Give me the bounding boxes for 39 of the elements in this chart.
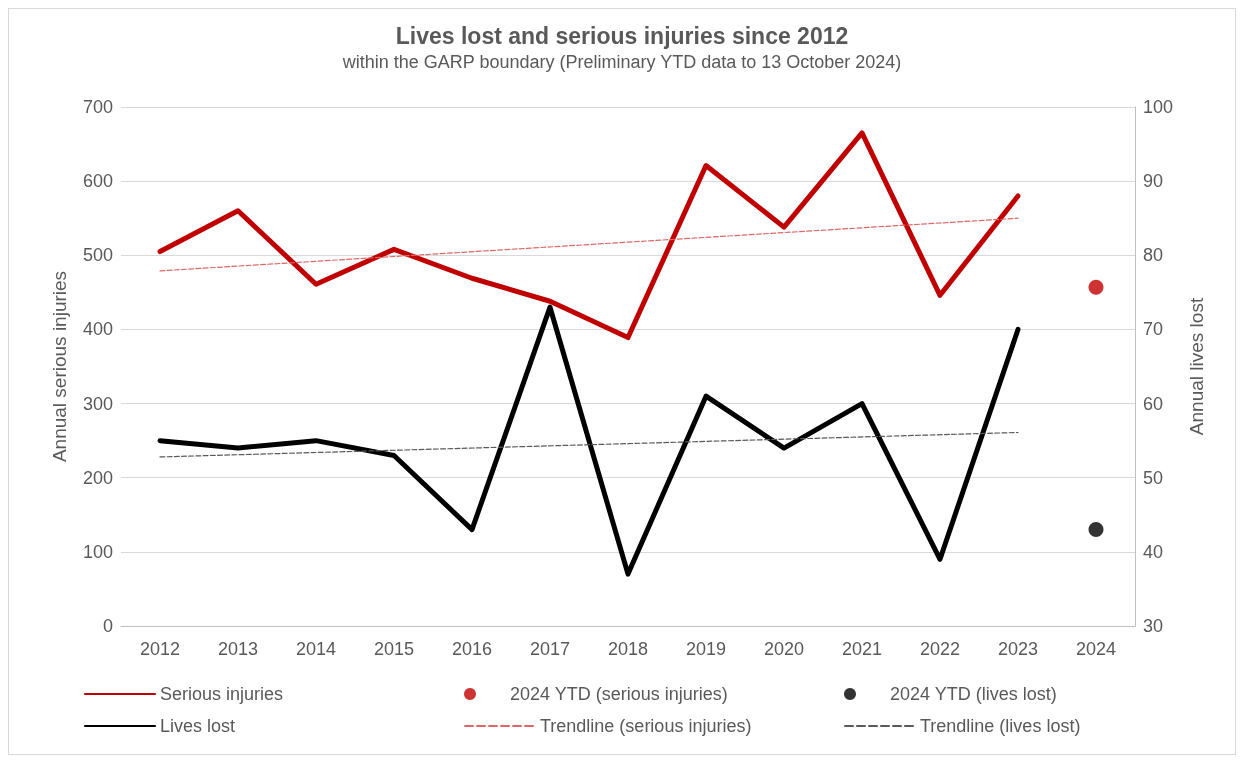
- chart-title: Lives lost and serious injuries since 2012: [395, 22, 849, 49]
- y2-tick-label: 30: [1143, 616, 1164, 636]
- legend-label: Serious injuries: [160, 684, 284, 704]
- x-tick-label: 2016: [451, 639, 493, 659]
- y-tick-label: 700: [82, 97, 113, 117]
- y-tick-label: 0: [102, 616, 113, 636]
- legend-label: 2024 YTD (serious injuries): [510, 684, 728, 704]
- x-tick-label: 2022: [919, 639, 961, 659]
- x-tick-label: 2017: [529, 639, 571, 659]
- y2-tick-label: 40: [1143, 541, 1164, 562]
- x-tick-label: 2015: [373, 639, 415, 659]
- x-tick-label: 2021: [841, 639, 883, 659]
- y2-tick-label: 50: [1143, 467, 1164, 488]
- x-tick-label: 2014: [295, 639, 337, 659]
- x-tick-label: 2012: [139, 639, 181, 659]
- legend-label: Trendline (serious injuries): [540, 716, 752, 736]
- y-tick-label: 400: [82, 319, 113, 340]
- y2-axis-title: Annual lives lost: [1186, 297, 1207, 436]
- y2-tick-label: 70: [1143, 319, 1164, 340]
- x-tick-label: 2023: [997, 639, 1039, 659]
- y2-tick-label: 80: [1143, 245, 1164, 266]
- x-tick-label: 2013: [217, 639, 259, 659]
- y-tick-label: 200: [82, 467, 113, 488]
- x-tick-label: 2018: [607, 639, 649, 659]
- chart-subtitle: within the GARP boundary (Preliminary YTD data to 13 October 2024): [341, 52, 902, 72]
- legend-label: Lives lost: [160, 716, 236, 736]
- y-tick-label: 100: [82, 541, 113, 562]
- x-tick-label: 2020: [763, 639, 805, 659]
- y2-tick-label: 100: [1143, 97, 1174, 117]
- legend-label: 2024 YTD (lives lost): [890, 684, 1057, 704]
- y-axis-title: Annual serious injuries: [49, 270, 70, 463]
- y-tick-label: 300: [82, 393, 113, 414]
- x-tick-label: 2024: [1075, 639, 1117, 659]
- y2-tick-label: 90: [1143, 171, 1164, 192]
- y-tick-label: 600: [82, 171, 113, 192]
- y-tick-label: 500: [82, 245, 113, 266]
- legend-label: Trendline (lives lost): [920, 716, 1081, 736]
- y2-tick-label: 60: [1143, 393, 1164, 414]
- x-tick-label: 2019: [685, 639, 727, 659]
